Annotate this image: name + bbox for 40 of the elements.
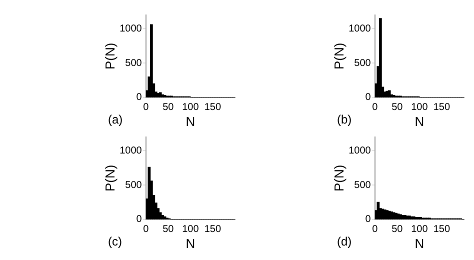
x-tick-label: 50 <box>162 102 174 114</box>
x-tick-label: 0 <box>143 102 150 114</box>
y-tick-label: 0 <box>365 214 372 226</box>
text: (c) <box>108 234 122 248</box>
y-axis-title: P(N) <box>331 164 346 192</box>
y-axis-title: P(N) <box>102 164 118 192</box>
y-tick-label: 0 <box>136 92 142 104</box>
y-tick-label: 1000 <box>120 23 142 34</box>
x-tick-label: 0 <box>372 224 378 236</box>
x-tick-label: 150 <box>204 102 222 114</box>
text: (d) <box>337 234 352 248</box>
y-axis-title: P(N) <box>331 42 346 70</box>
x-tick-label: 0 <box>372 102 378 114</box>
y-tick-label: 0 <box>136 214 142 226</box>
y-tick-label: 1000 <box>120 145 142 156</box>
y-tick-label: 0 <box>365 92 372 104</box>
y-tick-label: 500 <box>125 58 142 69</box>
y-axis-title: P(N) <box>102 42 118 70</box>
x-axis-title: N <box>186 114 196 129</box>
x-tick-label: 100 <box>411 224 428 236</box>
y-tick-label: 500 <box>354 58 372 69</box>
y-tick-label: 1000 <box>348 23 372 34</box>
x-axis-title: N <box>186 236 196 251</box>
text: (b) <box>337 112 352 126</box>
x-tick-label: 0 <box>143 224 150 236</box>
x-axis-title: N <box>414 236 424 251</box>
x-tick-label: 50 <box>162 224 174 236</box>
x-tick-label: 100 <box>411 102 428 114</box>
text: (a) <box>108 112 123 126</box>
x-tick-label: 50 <box>392 102 404 114</box>
y-tick-label: 500 <box>125 180 142 191</box>
x-axis-title: N <box>414 114 424 129</box>
x-tick-label: 150 <box>433 102 450 114</box>
x-tick-label: 100 <box>182 102 200 114</box>
x-tick-label: 100 <box>182 224 200 236</box>
y-tick-label: 1000 <box>348 145 372 156</box>
y-tick-label: 500 <box>354 180 372 191</box>
x-tick-label: 50 <box>392 224 404 236</box>
x-tick-label: 150 <box>433 224 450 236</box>
x-tick-label: 150 <box>204 224 222 236</box>
